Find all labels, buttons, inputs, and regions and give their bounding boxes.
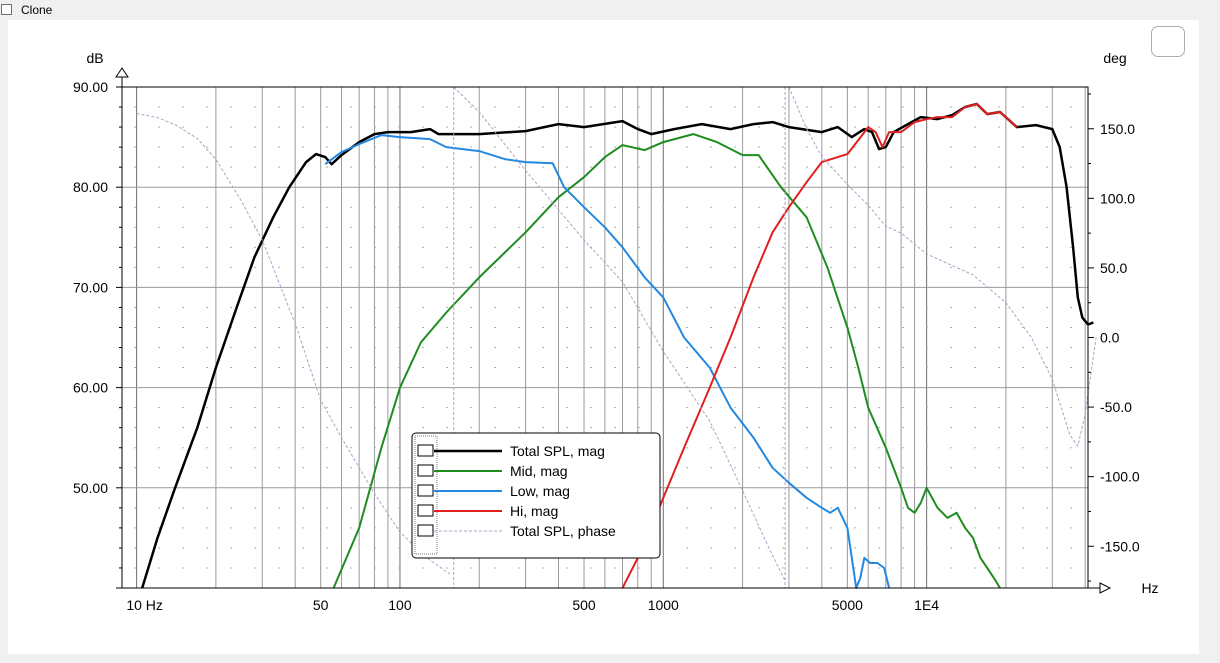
legend-label: Mid, mag (510, 463, 568, 479)
x-axis-label: Hz (1141, 580, 1158, 596)
clone-label: Clone (21, 3, 53, 17)
x-tick-label: 5000 (832, 597, 863, 613)
axes: 90.00 80.00 70.00 60.00 50.00 150.0 100.0 50.0 0… (73, 50, 1159, 613)
y2-tick-label: -50.0 (1100, 399, 1132, 415)
legend-checkbox (417, 524, 434, 537)
legend-item[interactable]: Total SPL, mag (417, 443, 605, 459)
legend-label: Total SPL, mag (510, 443, 605, 459)
y-tick-label: 90.00 (73, 79, 108, 95)
series-line-mid-mag (332, 133, 1001, 589)
toolbar: Clone (0, 0, 1220, 20)
y-axis-label: dB (86, 50, 103, 66)
series-layer (136, 86, 1097, 589)
x-tick-label: 50 (313, 597, 329, 613)
legend-checkbox (417, 464, 434, 477)
x-tick-label: 1000 (648, 597, 679, 613)
legend-checkbox (417, 444, 434, 457)
x-tick-label: 1E4 (914, 597, 939, 613)
clone-checkbox[interactable] (1, 4, 12, 15)
legend-label: Total SPL, phase (510, 523, 616, 539)
x-axis-arrow-icon (1099, 582, 1112, 594)
legend-label: Hi, mag (510, 503, 558, 519)
y-tick-label: 80.00 (73, 179, 108, 195)
options-button[interactable] (1151, 26, 1185, 57)
legend-focus-outline (414, 435, 438, 555)
legend-item[interactable]: Mid, mag (417, 463, 568, 479)
y-tick-label: 50.00 (73, 480, 108, 496)
legend-checkbox (417, 504, 434, 517)
legend-item[interactable]: Hi, mag (417, 503, 558, 519)
y2-tick-label: -100.0 (1100, 469, 1140, 485)
legend-label: Low, mag (510, 483, 570, 499)
y-axis-arrow-icon (115, 67, 129, 78)
y-tick-label: 60.00 (73, 380, 108, 396)
legend-box (411, 432, 661, 559)
y2-tick-label: 150.0 (1100, 121, 1135, 137)
legend-checkbox (417, 484, 434, 497)
x-tick-label: 10 Hz (126, 597, 163, 613)
series-line-low-mag (324, 134, 891, 589)
y2-tick-label: 100.0 (1100, 190, 1135, 206)
y-tick-label: 70.00 (73, 279, 108, 295)
y2-tick-label: 0.0 (1100, 330, 1120, 346)
series-line-total-spl-phase (136, 86, 1097, 582)
legend-item[interactable]: Total SPL, phase (417, 523, 616, 539)
y2-tick-label: -150.0 (1100, 538, 1140, 554)
x-tick-label: 500 (572, 597, 596, 613)
legend[interactable]: Total SPL, mag Mid, mag Low, mag Hi, mag Tot… (411, 432, 661, 559)
legend-item[interactable]: Low, mag (417, 483, 570, 499)
x-tick-label: 100 (388, 597, 412, 613)
series-line-hi-mag (621, 103, 1018, 589)
y2-axis-label: deg (1103, 50, 1126, 66)
y2-tick-label: 50.0 (1100, 260, 1127, 276)
